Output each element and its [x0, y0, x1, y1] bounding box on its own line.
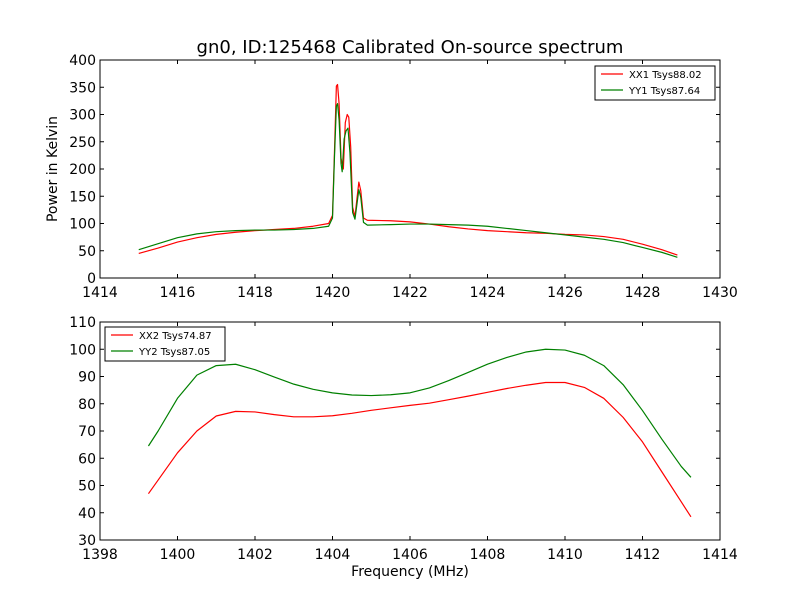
chart-top-xtick-label: 1422 [392, 285, 428, 301]
chart-top-ytick-label: 400 [69, 53, 96, 69]
chart-bottom-xlabel: Frequency (MHz) [351, 564, 469, 580]
chart-top-legend: XX1 Tsys88.02 YY1 Tsys87.64 [594, 65, 716, 101]
chart-bottom-legend-box [104, 326, 226, 362]
chart-top-ticks: 1414 1416 1418 1420 1422 1424 1426 1428 1430 0 50 1… [69, 53, 738, 301]
chart-top-xtick-label: 1426 [547, 285, 583, 301]
chart-bottom-ytick-label: 60 [78, 451, 96, 467]
chart-top-ytick-label: 300 [69, 108, 96, 124]
chart-bottom-ytick-label: 110 [69, 315, 96, 331]
chart-bottom-plot-frame [99, 321, 721, 541]
chart-bottom-ticks: 1398 1400 1402 1404 1406 1408 1410 1412 1414 30 40… [69, 315, 738, 563]
chart-top-xtick-label: 1416 [160, 285, 196, 301]
chart-top-xtick-label: 1430 [702, 285, 738, 301]
chart-bottom-series-line-2 [147, 348, 692, 478]
chart-top-ytick-label: 0 [87, 271, 96, 287]
chart-top-ytick-label: 350 [69, 80, 96, 96]
chart-bottom-legend: XX2 Tsys74.87 YY2 Tsys87.05 [104, 326, 226, 362]
chart-bottom: Frequency (MHz) 1398 1400 1402 1404 1406 1408… [69, 315, 738, 580]
chart-top: gn0, ID:125468 Calibrated On-source spec… [45, 37, 738, 301]
chart-top-series-group [138, 83, 678, 258]
chart-top-ylabel: Power in Kelvin [45, 116, 61, 222]
chart-bottom-xtick-label: 1400 [160, 547, 196, 563]
chart-top-series-line-2 [138, 103, 678, 258]
chart-bottom-ytick-label: 90 [78, 370, 96, 386]
chart-top-xtick-label: 1414 [82, 285, 118, 301]
chart-bottom-xtick-label: 1412 [625, 547, 661, 563]
chart-top-ytick-label: 200 [69, 162, 96, 178]
chart-top-ytick-label: 250 [69, 135, 96, 151]
chart-bottom-xtick-label: 1408 [470, 547, 506, 563]
chart-bottom-xtick-label: 1410 [547, 547, 583, 563]
chart-top-xtick-label: 1418 [237, 285, 273, 301]
chart-bottom-ytick-label: 50 [78, 479, 96, 495]
chart-bottom-xtick-label: 1402 [237, 547, 273, 563]
chart-top-ytick-label: 50 [78, 244, 96, 260]
chart-bottom-xtick-label: 1406 [392, 547, 428, 563]
chart-bottom-ytick-label: 80 [78, 397, 96, 413]
chart-top-plot-frame [99, 59, 721, 279]
chart-top-ytick-label: 100 [69, 217, 96, 233]
chart-top-xtick-label: 1420 [315, 285, 351, 301]
chart-top-legend-box [594, 65, 716, 101]
chart-top-xtick-label: 1428 [625, 285, 661, 301]
chart-bottom-xtick-label: 1398 [82, 547, 118, 563]
chart-top-ytick-label: 150 [69, 189, 96, 205]
chart-bottom-series-line-1 [147, 381, 692, 518]
chart-bottom-ytick-label: 30 [78, 533, 96, 549]
chart-top-legend-label-yy1: YY1 Tsys87.64 [628, 86, 700, 97]
chart-bottom-legend-label-yy2: YY2 Tsys87.05 [138, 347, 210, 358]
chart-top-title: gn0, ID:125468 Calibrated On-source spec… [197, 37, 624, 58]
chart-bottom-series-group [147, 348, 692, 518]
chart-bottom-xtick-label: 1404 [315, 547, 351, 563]
chart-bottom-xtick-label: 1414 [702, 547, 738, 563]
chart-bottom-ytick-label: 40 [78, 506, 96, 522]
chart-bottom-legend-label-xx2: XX2 Tsys74.87 [139, 331, 212, 342]
chart-top-xtick-label: 1424 [470, 285, 506, 301]
chart-top-legend-label-xx1: XX1 Tsys88.02 [629, 70, 702, 81]
chart-bottom-ytick-label: 100 [69, 342, 96, 358]
chart-bottom-ytick-label: 70 [78, 424, 96, 440]
